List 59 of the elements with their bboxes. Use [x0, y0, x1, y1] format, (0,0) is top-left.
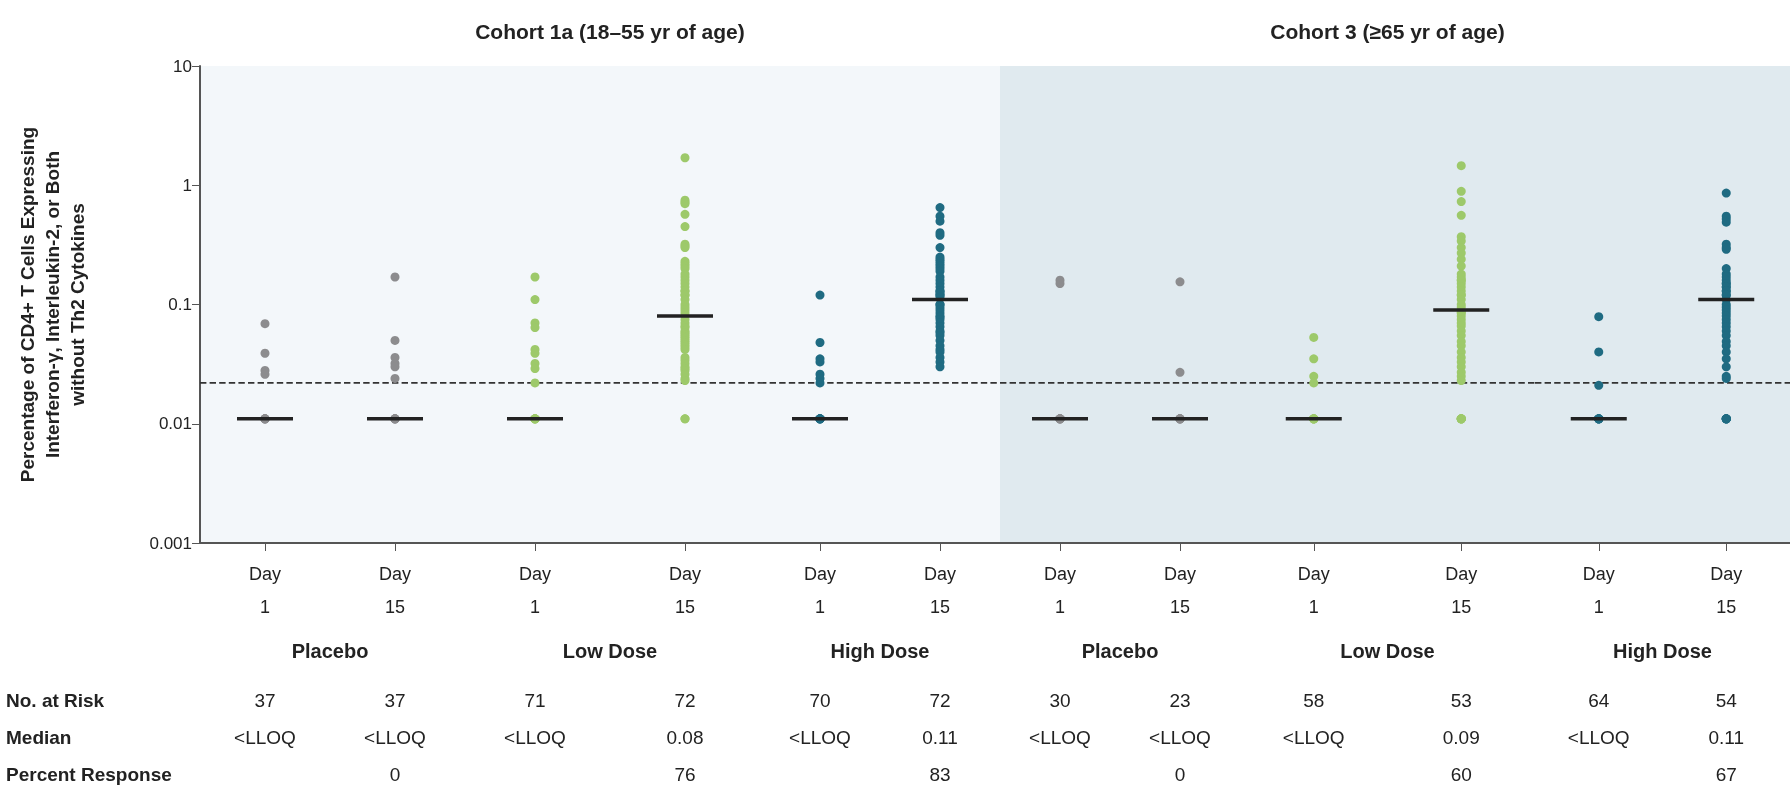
text: 0.08 — [666, 726, 704, 748]
x-tick-label: Day 1 — [518, 563, 552, 617]
text: 58 — [1303, 689, 1325, 711]
text: 54 — [1715, 689, 1738, 711]
x-tick-label: Day 15 — [1163, 563, 1197, 617]
text: 64 — [1588, 689, 1610, 711]
y-tick-label: 0.1 — [168, 295, 192, 314]
text: 37 — [384, 689, 406, 711]
text: <LLOQ — [504, 726, 566, 748]
x-axis-title: High Dose — [830, 640, 930, 662]
text: 83 — [929, 763, 951, 785]
x-tick-label: Day 15 — [923, 563, 957, 617]
text: 0.09 — [1442, 726, 1480, 748]
x-tick-label: Day 1 — [1582, 563, 1615, 617]
text: 30 — [1049, 689, 1071, 711]
x-axis-title: Low Dose — [562, 640, 658, 662]
text: <LLOQ — [364, 726, 426, 748]
x-axis-title: Placebo — [291, 640, 369, 662]
text: 72 — [929, 689, 951, 711]
x-tick-label: Day 15 — [1710, 563, 1743, 617]
text: 0 — [1174, 763, 1186, 785]
y-axis-title: Percentage of CD4+ T Cells Expressing Interferon-γ, Interleukin-2, or Both without Th2 Cytokines — [17, 126, 88, 483]
y-tick-label: 0.01 — [158, 414, 192, 434]
text: 0 — [389, 763, 401, 785]
x-tick-label: Day 1 — [803, 563, 837, 617]
text: 37 — [254, 689, 276, 711]
x-tick-label: Day 15 — [1445, 563, 1478, 617]
y-tick-label: 0.001 — [149, 533, 192, 553]
text: <LLOQ — [1567, 726, 1630, 748]
text: No. at Risk — [6, 689, 105, 711]
text: 0.11 — [922, 726, 958, 748]
text: 71 — [524, 689, 546, 711]
chart-title: Cohort 3 (≥65 yr of age) — [1270, 20, 1505, 43]
x-axis-title: Placebo — [1081, 640, 1159, 662]
text: 70 — [809, 689, 831, 711]
text: <LLOQ — [1282, 726, 1345, 748]
x-axis-title: Low Dose — [1340, 640, 1435, 662]
text: 23 — [1169, 689, 1191, 711]
text: 0.11 — [1708, 726, 1745, 748]
x-tick-label: Day 15 — [378, 563, 412, 617]
x-tick-label: Day 1 — [248, 563, 282, 617]
text: <LLOQ — [789, 726, 851, 748]
x-tick-label: Day 1 — [1043, 563, 1077, 617]
text: <LLOQ — [234, 726, 296, 748]
text: 60 — [1450, 763, 1472, 785]
text: Median — [6, 726, 72, 748]
x-tick-label: Day 15 — [668, 563, 702, 617]
text: Percent Response — [6, 763, 172, 785]
text: 67 — [1715, 763, 1737, 785]
text: 53 — [1450, 689, 1472, 711]
text: <LLOQ — [1149, 726, 1211, 748]
text: <LLOQ — [1029, 726, 1091, 748]
y-tick-label: 10 — [173, 56, 192, 76]
chart-title: Cohort 1a (18–55 yr of age) — [475, 20, 745, 43]
y-tick-label: 1 — [182, 175, 192, 195]
x-tick-label: Day 1 — [1297, 563, 1330, 617]
text: 72 — [674, 689, 696, 711]
x-axis-title: High Dose — [1613, 640, 1712, 662]
text: 76 — [674, 763, 696, 785]
